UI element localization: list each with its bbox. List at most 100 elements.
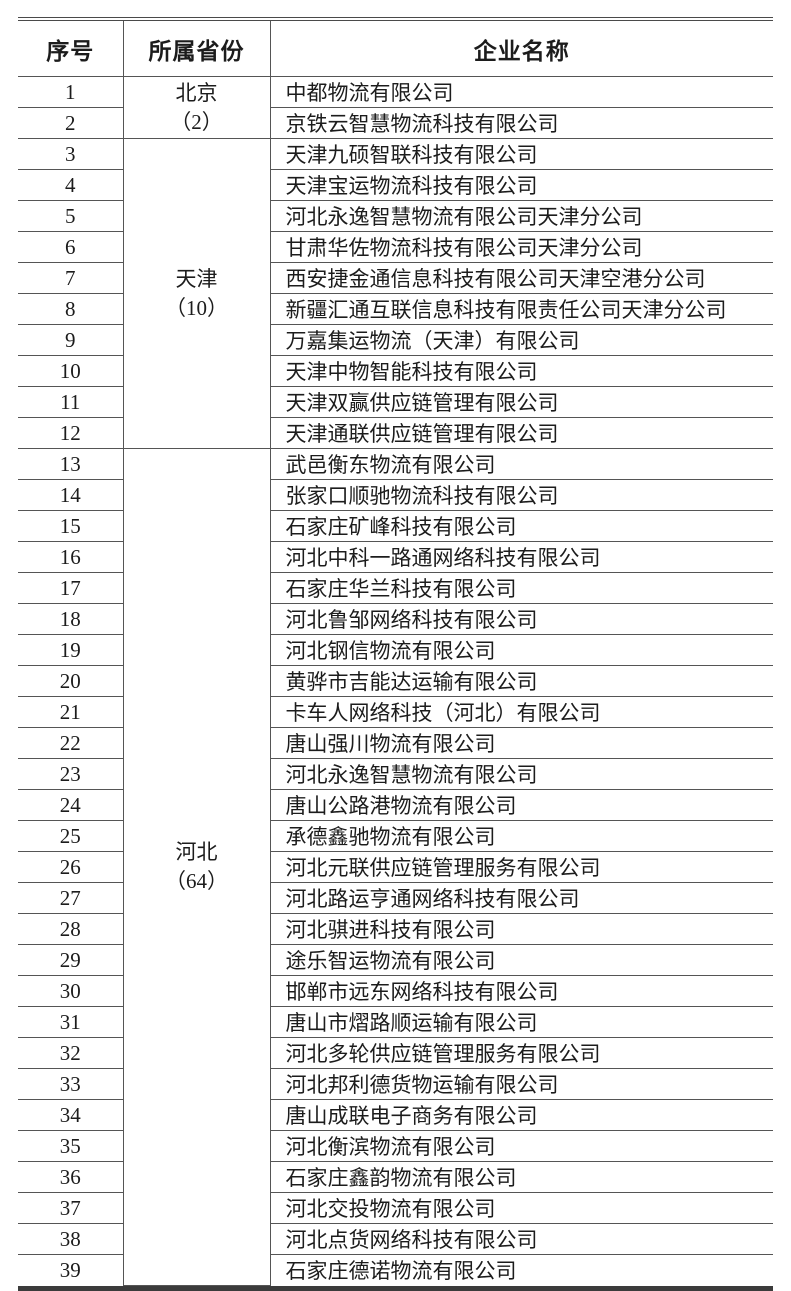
company-name: 河北路运亨通网络科技有限公司 [269, 882, 773, 914]
table-row: 20 黄骅市吉能达运输有限公司 [18, 665, 773, 697]
row-serial-number: 28 [18, 913, 124, 945]
row-serial-number: 21 [18, 696, 124, 728]
row-serial-number: 33 [18, 1068, 124, 1100]
table-row: 23 河北永逸智慧物流有限公司 [18, 758, 773, 790]
company-name: 唐山公路港物流有限公司 [269, 789, 773, 821]
company-name: 河北邦利德货物运输有限公司 [269, 1068, 773, 1100]
table-row: 13 河北 （64） 武邑衡东物流有限公司 [18, 448, 773, 1286]
table-top-rule [18, 17, 773, 21]
table-row: 33 河北邦利德货物运输有限公司 [18, 1068, 773, 1100]
row-serial-number: 18 [18, 603, 124, 635]
company-name: 承德鑫驰物流有限公司 [269, 820, 773, 852]
table-row: 10 天津中物智能科技有限公司 [18, 355, 773, 387]
company-name: 天津通联供应链管理有限公司 [269, 417, 773, 449]
company-name: 河北鲁邹网络科技有限公司 [269, 603, 773, 635]
row-serial-number: 15 [18, 510, 124, 542]
company-name: 石家庄德诺物流有限公司 [269, 1254, 773, 1285]
row-serial-number: 3 [18, 138, 124, 170]
table-row: 35 河北衡滨物流有限公司 [18, 1130, 773, 1162]
row-serial-number: 36 [18, 1161, 124, 1193]
table-row: 18 河北鲁邹网络科技有限公司 [18, 603, 773, 635]
header-province: 所属省份 [122, 21, 271, 77]
header-company-name: 企业名称 [269, 21, 773, 77]
company-name: 河北永逸智慧物流有限公司 [269, 758, 773, 790]
company-name: 卡车人网络科技（河北）有限公司 [269, 696, 773, 728]
row-serial-number: 20 [18, 665, 124, 697]
row-serial-number: 32 [18, 1037, 124, 1069]
row-serial-number: 34 [18, 1099, 124, 1131]
table-row: 27 河北路运亨通网络科技有限公司 [18, 882, 773, 914]
table-row: 9 万嘉集运物流（天津）有限公司 [18, 324, 773, 356]
row-serial-number: 8 [18, 293, 124, 325]
table-row: 34 唐山成联电子商务有限公司 [18, 1099, 773, 1131]
row-serial-number: 10 [18, 355, 124, 387]
province-count: （2） [170, 109, 223, 134]
table-row: 32 河北多轮供应链管理服务有限公司 [18, 1037, 773, 1069]
header-serial-number: 序号 [18, 21, 124, 77]
table-row: 19 河北钢信物流有限公司 [18, 634, 773, 666]
company-name: 中都物流有限公司 [269, 76, 773, 108]
company-name: 天津九硕智联科技有限公司 [269, 138, 773, 170]
row-serial-number: 37 [18, 1192, 124, 1224]
header-row: 序号 所属省份 企业名称 [18, 21, 773, 77]
table-row: 30 邯郸市远东网络科技有限公司 [18, 975, 773, 1007]
company-name: 河北衡滨物流有限公司 [269, 1130, 773, 1162]
table-row: 26 河北元联供应链管理服务有限公司 [18, 851, 773, 883]
province-name: 天津 [175, 266, 218, 291]
row-serial-number: 9 [18, 324, 124, 356]
table-row: 11 天津双赢供应链管理有限公司 [18, 386, 773, 418]
table-row: 16 河北中科一路通网络科技有限公司 [18, 541, 773, 573]
row-serial-number: 13 [18, 448, 124, 480]
company-name: 石家庄鑫韵物流有限公司 [269, 1161, 773, 1193]
table-row: 24 唐山公路港物流有限公司 [18, 789, 773, 821]
row-serial-number: 24 [18, 789, 124, 821]
company-name: 武邑衡东物流有限公司 [269, 448, 773, 480]
row-serial-number: 14 [18, 479, 124, 511]
row-serial-number: 2 [18, 107, 124, 139]
table-row: 29 途乐智运物流有限公司 [18, 944, 773, 976]
table-row: 31 唐山市熠路顺运输有限公司 [18, 1006, 773, 1038]
company-table: 序号 所属省份 企业名称 1 北京 （2） 中都物流有限公司 2 京铁云智慧物流科技有限公… [18, 21, 773, 1286]
row-serial-number: 39 [18, 1254, 124, 1285]
row-serial-number: 22 [18, 727, 124, 759]
table-bottom-rule [18, 1285, 773, 1291]
company-name: 天津宝运物流科技有限公司 [269, 169, 773, 201]
table-row: 14 张家口顺驰物流科技有限公司 [18, 479, 773, 511]
company-name: 河北多轮供应链管理服务有限公司 [269, 1037, 773, 1069]
row-serial-number: 6 [18, 231, 124, 263]
company-name: 新疆汇通互联信息科技有限责任公司天津分公司 [269, 293, 773, 325]
table-row: 15 石家庄矿峰科技有限公司 [18, 510, 773, 542]
row-serial-number: 38 [18, 1223, 124, 1255]
table-row: 12 天津通联供应链管理有限公司 [18, 417, 773, 449]
table-row: 28 河北骐进科技有限公司 [18, 913, 773, 945]
province-cell: 天津 （10） [122, 138, 271, 449]
province-name: 河北 [175, 839, 218, 864]
row-serial-number: 1 [18, 76, 124, 108]
table-row: 17 石家庄华兰科技有限公司 [18, 572, 773, 604]
table-row: 22 唐山强川物流有限公司 [18, 727, 773, 759]
company-name: 甘肃华佐物流科技有限公司天津分公司 [269, 231, 773, 263]
table-row: 8 新疆汇通互联信息科技有限责任公司天津分公司 [18, 293, 773, 325]
company-name: 河北中科一路通网络科技有限公司 [269, 541, 773, 573]
company-name: 河北元联供应链管理服务有限公司 [269, 851, 773, 883]
row-serial-number: 31 [18, 1006, 124, 1038]
company-name: 天津双赢供应链管理有限公司 [269, 386, 773, 418]
province-cell: 河北 （64） [122, 448, 271, 1286]
table-row: 5 河北永逸智慧物流有限公司天津分公司 [18, 200, 773, 232]
province-name: 北京 [175, 80, 218, 105]
company-name: 途乐智运物流有限公司 [269, 944, 773, 976]
table-row: 6 甘肃华佐物流科技有限公司天津分公司 [18, 231, 773, 263]
company-name: 万嘉集运物流（天津）有限公司 [269, 324, 773, 356]
company-name: 黄骅市吉能达运输有限公司 [269, 665, 773, 697]
company-name: 河北钢信物流有限公司 [269, 634, 773, 666]
row-serial-number: 19 [18, 634, 124, 666]
company-name: 唐山市熠路顺运输有限公司 [269, 1006, 773, 1038]
province-count: （64） [165, 868, 228, 893]
company-name: 河北交投物流有限公司 [269, 1192, 773, 1224]
row-serial-number: 12 [18, 417, 124, 449]
table-row: 3 天津 （10） 天津九硕智联科技有限公司 [18, 138, 773, 449]
row-serial-number: 35 [18, 1130, 124, 1162]
table-row: 1 北京 （2） 中都物流有限公司 [18, 76, 773, 139]
company-name: 唐山强川物流有限公司 [269, 727, 773, 759]
company-name: 唐山成联电子商务有限公司 [269, 1099, 773, 1131]
